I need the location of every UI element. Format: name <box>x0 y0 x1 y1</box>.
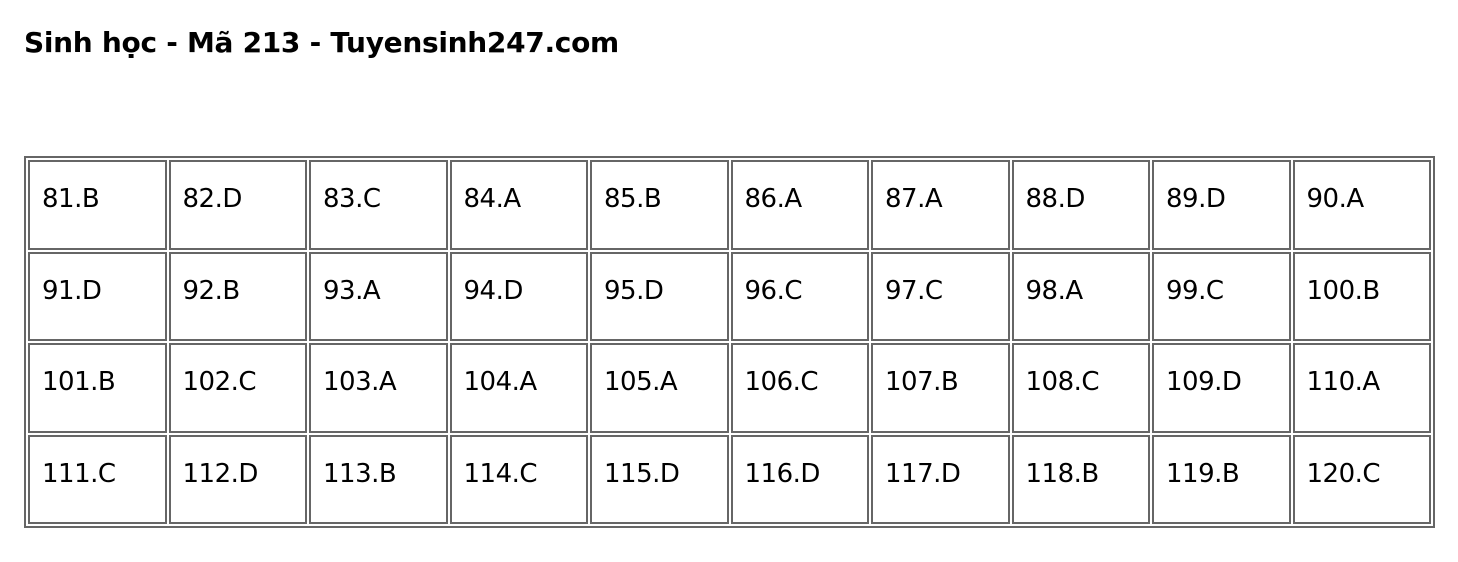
answer-cell: 108.C <box>1011 343 1150 433</box>
answer-cell: 114.C <box>449 434 588 524</box>
answer-cell: 105.A <box>590 343 729 433</box>
answer-key-table: 81.B 82.D 83.C 84.A 85.B 86.A 87.A 88.D 89.D 90.A… <box>24 156 1435 528</box>
answer-cell: 116.D <box>730 434 869 524</box>
answer-cell: 113.B <box>309 434 448 524</box>
answer-cell: 120.C <box>1292 434 1431 524</box>
answer-cell: 84.A <box>449 160 588 250</box>
answer-cell: 87.A <box>871 160 1010 250</box>
answer-cell: 92.B <box>168 251 307 341</box>
answer-cell: 97.C <box>871 251 1010 341</box>
table-row: 111.C 112.D 113.B 114.C 115.D 116.D 117.D 118.B… <box>28 434 1431 524</box>
answer-cell: 94.D <box>449 251 588 341</box>
table-row: 81.B 82.D 83.C 84.A 85.B 86.A 87.A 88.D 89.D 90.A <box>28 160 1431 250</box>
answer-cell: 83.C <box>309 160 448 250</box>
answer-cell: 82.D <box>168 160 307 250</box>
table-row: 101.B 102.C 103.A 104.A 105.A 106.C 107.B 108.C… <box>28 343 1431 433</box>
answer-table-body: 81.B 82.D 83.C 84.A 85.B 86.A 87.A 88.D 89.D 90.A… <box>28 160 1431 524</box>
answer-cell: 93.A <box>309 251 448 341</box>
answer-cell: 91.D <box>28 251 167 341</box>
answer-cell: 89.D <box>1152 160 1291 250</box>
answer-cell: 109.D <box>1152 343 1291 433</box>
answer-cell: 101.B <box>28 343 167 433</box>
answer-cell: 85.B <box>590 160 729 250</box>
answer-cell: 103.A <box>309 343 448 433</box>
answer-cell: 119.B <box>1152 434 1291 524</box>
answer-cell: 90.A <box>1292 160 1431 250</box>
answer-cell: 102.C <box>168 343 307 433</box>
answer-cell: 107.B <box>871 343 1010 433</box>
answer-cell: 96.C <box>730 251 869 341</box>
page-title: Sinh học - Mã 213 - Tuyensinh247.com <box>24 26 619 59</box>
answer-cell: 104.A <box>449 343 588 433</box>
answer-cell: 110.A <box>1292 343 1431 433</box>
answer-cell: 81.B <box>28 160 167 250</box>
answer-cell: 111.C <box>28 434 167 524</box>
answer-cell: 100.B <box>1292 251 1431 341</box>
answer-cell: 118.B <box>1011 434 1150 524</box>
answer-cell: 98.A <box>1011 251 1150 341</box>
answer-cell: 106.C <box>730 343 869 433</box>
table-row: 91.D 92.B 93.A 94.D 95.D 96.C 97.C 98.A 99.C 100.… <box>28 251 1431 341</box>
answer-cell: 88.D <box>1011 160 1150 250</box>
answer-cell: 117.D <box>871 434 1010 524</box>
answer-cell: 115.D <box>590 434 729 524</box>
answer-cell: 95.D <box>590 251 729 341</box>
answer-cell: 86.A <box>730 160 869 250</box>
answer-cell: 99.C <box>1152 251 1291 341</box>
answer-cell: 112.D <box>168 434 307 524</box>
